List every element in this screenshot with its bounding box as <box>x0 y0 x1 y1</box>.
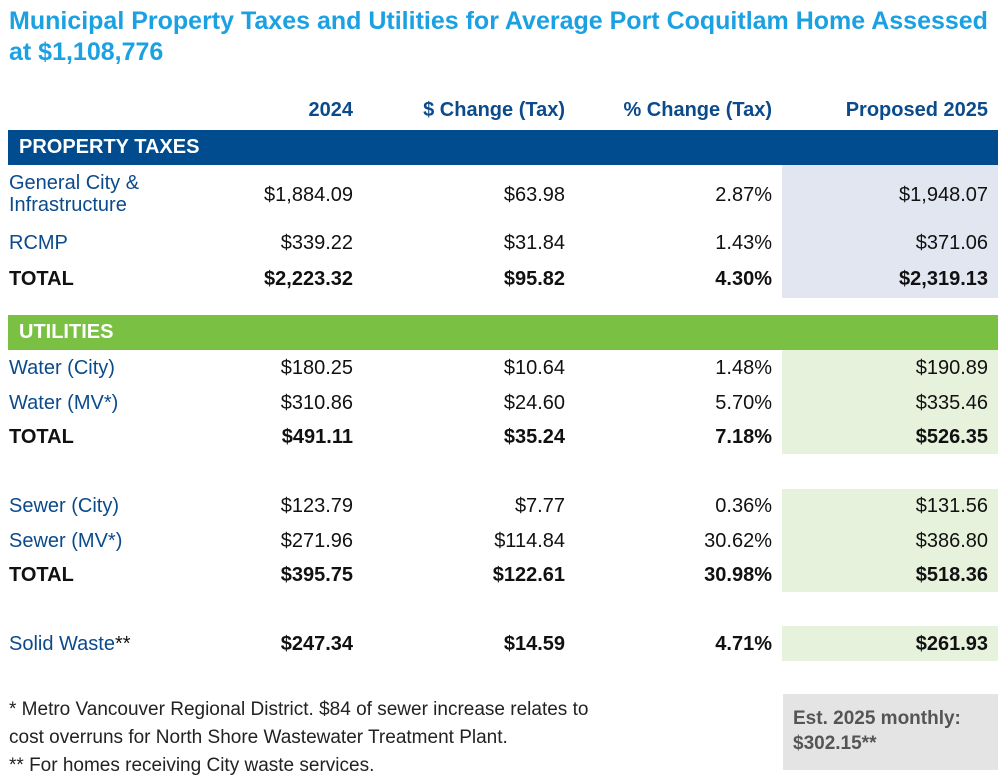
proposed-shade-water <box>782 350 998 454</box>
value-2024: $491.11 <box>281 426 353 448</box>
table-row-total: TOTAL $2,223.32 $95.82 4.30% $2,319.13 <box>0 264 1008 294</box>
value-pct: 0.36% <box>715 495 772 517</box>
value-proposed: $386.80 <box>915 530 988 552</box>
footnote-mv: * Metro Vancouver Regional District. $84… <box>9 699 589 720</box>
header-2024: 2024 <box>308 99 354 121</box>
header-proposed-2025: Proposed 2025 <box>845 99 988 121</box>
monthly-estimate-box: Est. 2025 monthly: $302.15** <box>783 694 998 770</box>
solid-waste-footnote-mark: ** <box>114 633 131 655</box>
table-row-total: TOTAL $395.75 $122.61 30.98% $518.36 <box>0 560 1008 590</box>
table-row: Water (City) $180.25 $10.64 1.48% $190.8… <box>0 353 1008 383</box>
value-change: $31.84 <box>503 232 565 254</box>
value-2024: $247.34 <box>280 633 353 655</box>
row-label-line1: General City & <box>9 172 140 194</box>
value-change: $114.84 <box>494 530 565 552</box>
value-change: $122.61 <box>492 564 565 586</box>
table-row: Sewer (MV*) $271.96 $114.84 30.62% $386.… <box>0 526 1008 556</box>
value-proposed: $371.06 <box>915 232 988 254</box>
value-2024: $339.22 <box>280 232 353 254</box>
row-label: TOTAL <box>9 564 74 586</box>
solid-waste-label: Solid Waste <box>9 633 115 655</box>
monthly-label: Est. 2025 monthly: <box>793 708 961 729</box>
header-pct-change-tax: % Change (Tax) <box>623 99 772 121</box>
value-2024: $310.86 <box>280 392 353 414</box>
footnote-waste: ** For homes receiving City waste servic… <box>9 755 375 776</box>
value-change: $10.64 <box>503 357 565 379</box>
value-change: $7.77 <box>514 495 565 517</box>
proposed-shade-sewer <box>782 489 998 592</box>
value-change: $24.60 <box>503 392 565 414</box>
row-label: TOTAL <box>9 268 74 290</box>
value-pct: 7.18% <box>715 426 772 448</box>
value-2024: $1,884.09 <box>264 184 353 206</box>
value-proposed: $261.93 <box>915 633 988 655</box>
table-row: RCMP $339.22 $31.84 1.43% $371.06 <box>0 228 1008 258</box>
table-row-total: TOTAL $491.11 $35.24 7.18% $526.35 <box>0 422 1008 452</box>
value-pct: 4.30% <box>715 268 772 290</box>
proposed-shade-property <box>782 165 998 298</box>
value-proposed: $518.36 <box>915 564 988 586</box>
value-pct: 4.71% <box>715 633 772 655</box>
value-change: $35.24 <box>503 426 565 448</box>
row-label: RCMP <box>9 232 68 254</box>
value-proposed: $190.89 <box>915 357 988 379</box>
row-label: Sewer (MV*) <box>9 530 123 552</box>
utilities-heading: UTILITIES <box>8 315 998 350</box>
value-2024: $395.75 <box>280 564 353 586</box>
value-pct: 1.48% <box>715 357 772 379</box>
value-2024: $271.96 <box>280 530 353 552</box>
table-row: Sewer (City) $123.79 $7.77 0.36% $131.56 <box>0 491 1008 521</box>
header-change-tax: $ Change (Tax) <box>423 99 565 121</box>
page-title: Municipal Property Taxes and Utilities f… <box>9 7 988 66</box>
value-proposed: $1,948.07 <box>899 184 988 206</box>
value-proposed: $335.46 <box>915 392 988 414</box>
value-2024: $2,223.32 <box>264 268 353 290</box>
row-label: Water (MV*) <box>9 392 119 414</box>
table-row-solid-waste: Solid Waste** $247.34 $14.59 4.71% $261.… <box>0 629 1008 659</box>
proposed-shade-solid-waste <box>782 626 998 661</box>
value-proposed: $526.35 <box>915 426 988 448</box>
value-proposed: $2,319.13 <box>899 268 988 290</box>
footnote-mv-cont: cost overruns for North Shore Wastewater… <box>9 727 508 748</box>
row-label: Sewer (City) <box>9 495 120 517</box>
value-change: $14.59 <box>503 633 565 655</box>
value-change: $63.98 <box>503 184 565 206</box>
property-taxes-heading: PROPERTY TAXES <box>8 130 998 165</box>
row-label: Solid Waste** <box>9 629 131 659</box>
row-label: Water (City) <box>9 357 115 379</box>
value-pct: 5.70% <box>715 392 772 414</box>
monthly-value: $302.15** <box>793 733 877 754</box>
value-pct: 30.62% <box>704 530 772 552</box>
value-change: $95.82 <box>503 268 565 290</box>
value-proposed: $131.56 <box>915 495 988 517</box>
table-row: General City & Infrastructure $1,884.09 … <box>0 172 1008 216</box>
value-2024: $180.25 <box>280 357 353 379</box>
row-label-line2: Infrastructure <box>9 194 127 216</box>
row-label: TOTAL <box>9 426 74 448</box>
table-row: Water (MV*) $310.86 $24.60 5.70% $335.46 <box>0 388 1008 418</box>
value-pct: 1.43% <box>715 232 772 254</box>
value-pct: 2.87% <box>715 184 772 206</box>
value-2024: $123.79 <box>280 495 353 517</box>
value-pct: 30.98% <box>704 564 772 586</box>
